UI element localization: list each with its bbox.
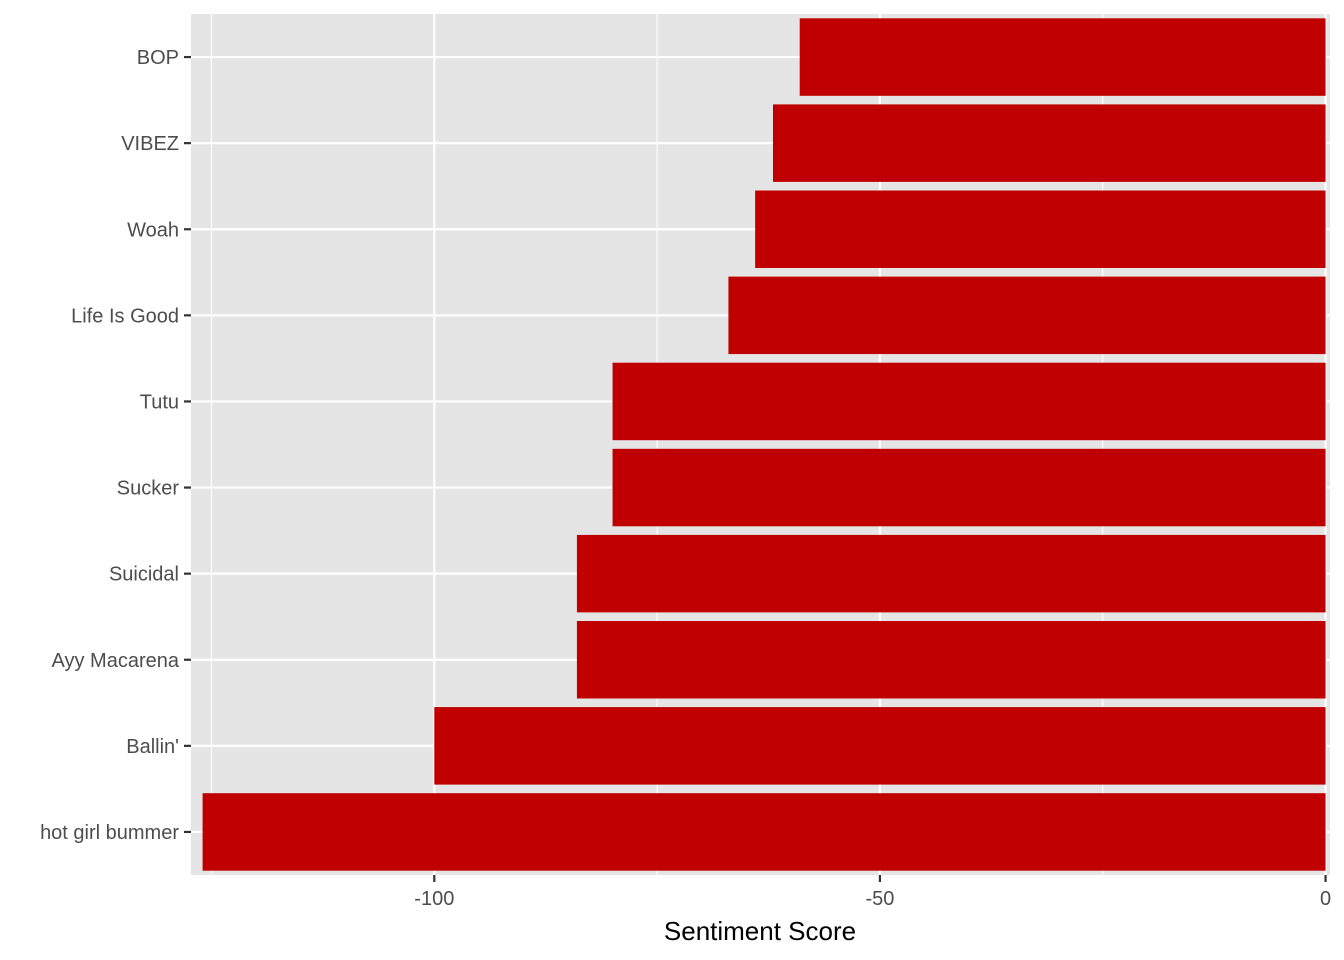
bar — [434, 707, 1326, 785]
x-tick-label: -50 — [865, 888, 894, 910]
bar — [576, 621, 1326, 699]
y-tick-label: Sucker — [117, 478, 180, 500]
bar — [612, 448, 1326, 527]
y-tick-label: Ballin' — [126, 736, 179, 758]
y-tick-label: Tutu — [140, 391, 179, 413]
bar — [772, 104, 1326, 182]
bar — [755, 190, 1326, 268]
x-axis-title: Sentiment Score — [664, 916, 856, 946]
bar — [799, 18, 1326, 96]
y-tick-label: Ayy Macarena — [52, 650, 180, 672]
bars — [202, 18, 1326, 871]
x-tick-label: -100 — [414, 888, 454, 910]
bar — [728, 276, 1326, 355]
x-tick-label: 0 — [1320, 888, 1331, 910]
y-tick-label: VIBEZ — [121, 133, 179, 155]
y-tick-label: BOP — [137, 47, 179, 69]
y-tick-label: hot girl bummer — [40, 822, 179, 844]
y-tick-label: Suicidal — [109, 564, 179, 586]
y-tick-label: Life Is Good — [71, 305, 179, 327]
y-tick-label: Woah — [127, 219, 179, 241]
bar — [202, 793, 1326, 871]
bar — [612, 362, 1326, 441]
x-axis: -100 -50 0 — [414, 875, 1331, 910]
bar — [576, 534, 1326, 613]
y-axis: BOP VIBEZ Woah Life Is Good Tutu Sucker Suici… — [40, 47, 191, 844]
